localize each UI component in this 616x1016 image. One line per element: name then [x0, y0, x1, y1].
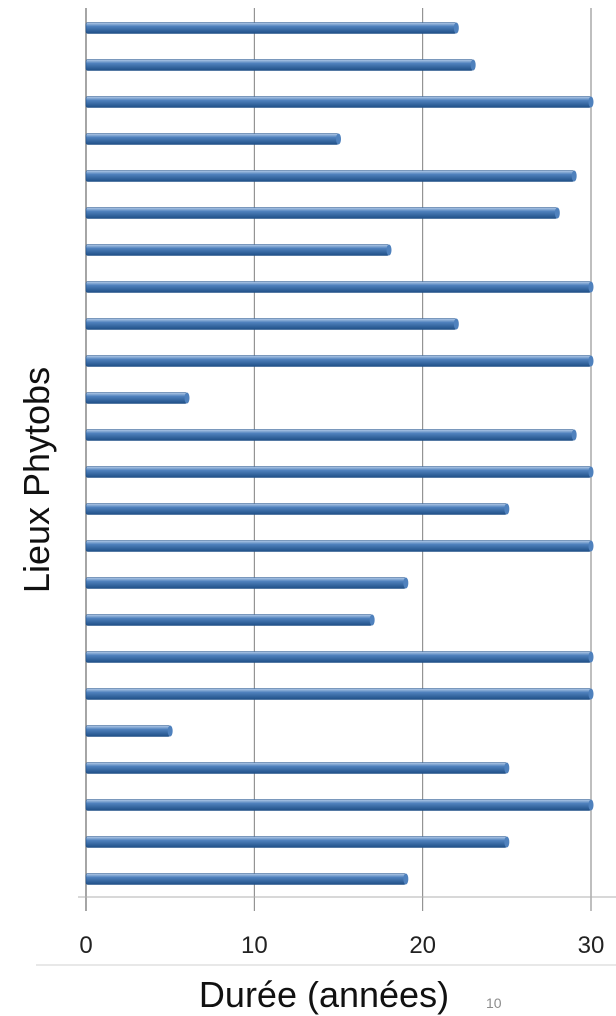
- bar: [85, 651, 592, 663]
- bar: [85, 762, 508, 774]
- bar-end-cap: [571, 170, 577, 182]
- y-axis-title: Lieux Phytobs: [16, 367, 57, 593]
- bar-end-cap: [453, 318, 459, 330]
- bar: [85, 873, 407, 885]
- x-tick-label: 0: [79, 932, 92, 959]
- bar-end-cap: [470, 59, 476, 71]
- bar: [85, 59, 474, 71]
- bar-end-cap: [336, 133, 341, 145]
- bar: [85, 688, 592, 700]
- bar-end-cap: [588, 466, 594, 478]
- bar: [85, 725, 171, 737]
- bar-end-cap: [588, 281, 594, 293]
- bar: [85, 577, 407, 589]
- x-tick-label: 10: [241, 932, 268, 959]
- bar-end-cap: [588, 799, 594, 811]
- bar: [85, 96, 592, 108]
- bar: [85, 281, 592, 293]
- bar-end-cap: [504, 836, 510, 848]
- bar: [85, 540, 592, 552]
- x-axis-title: Durée (années): [199, 974, 449, 1015]
- bar-end-cap: [588, 688, 594, 700]
- page-number: 10: [486, 995, 502, 1011]
- bar-end-cap: [588, 540, 594, 552]
- bar-end-cap: [588, 651, 594, 663]
- bar-end-cap: [167, 725, 173, 737]
- x-tick-label: 20: [409, 932, 436, 959]
- bar-end-cap: [571, 429, 577, 441]
- bar: [85, 799, 592, 811]
- bar: [85, 614, 373, 626]
- bar: [85, 133, 339, 145]
- bar: [85, 318, 457, 330]
- bar: [85, 503, 508, 515]
- bar: [85, 244, 390, 256]
- bar-end-cap: [403, 873, 409, 885]
- bar: [85, 207, 558, 219]
- bar: [85, 392, 188, 404]
- bar-end-cap: [403, 577, 409, 589]
- bar: [85, 466, 592, 478]
- bar-end-cap: [504, 503, 510, 515]
- x-tick-labels: 0 10 20 30: [79, 932, 604, 959]
- bar-end-cap: [554, 207, 560, 219]
- bar: [85, 355, 592, 367]
- bar-end-cap: [369, 614, 375, 626]
- x-tick-label: 30: [578, 932, 605, 959]
- bar: [85, 429, 575, 441]
- bar-end-cap: [588, 96, 594, 108]
- bar-end-cap: [504, 762, 510, 774]
- bar: [85, 836, 508, 848]
- bar: [85, 170, 575, 182]
- grid-lines: [78, 8, 616, 911]
- bar-end-cap: [453, 22, 459, 34]
- bar-end-cap: [386, 244, 392, 256]
- bar-end-cap: [184, 392, 190, 404]
- bars: [85, 22, 594, 885]
- bar-end-cap: [588, 355, 594, 367]
- bar: [85, 22, 457, 34]
